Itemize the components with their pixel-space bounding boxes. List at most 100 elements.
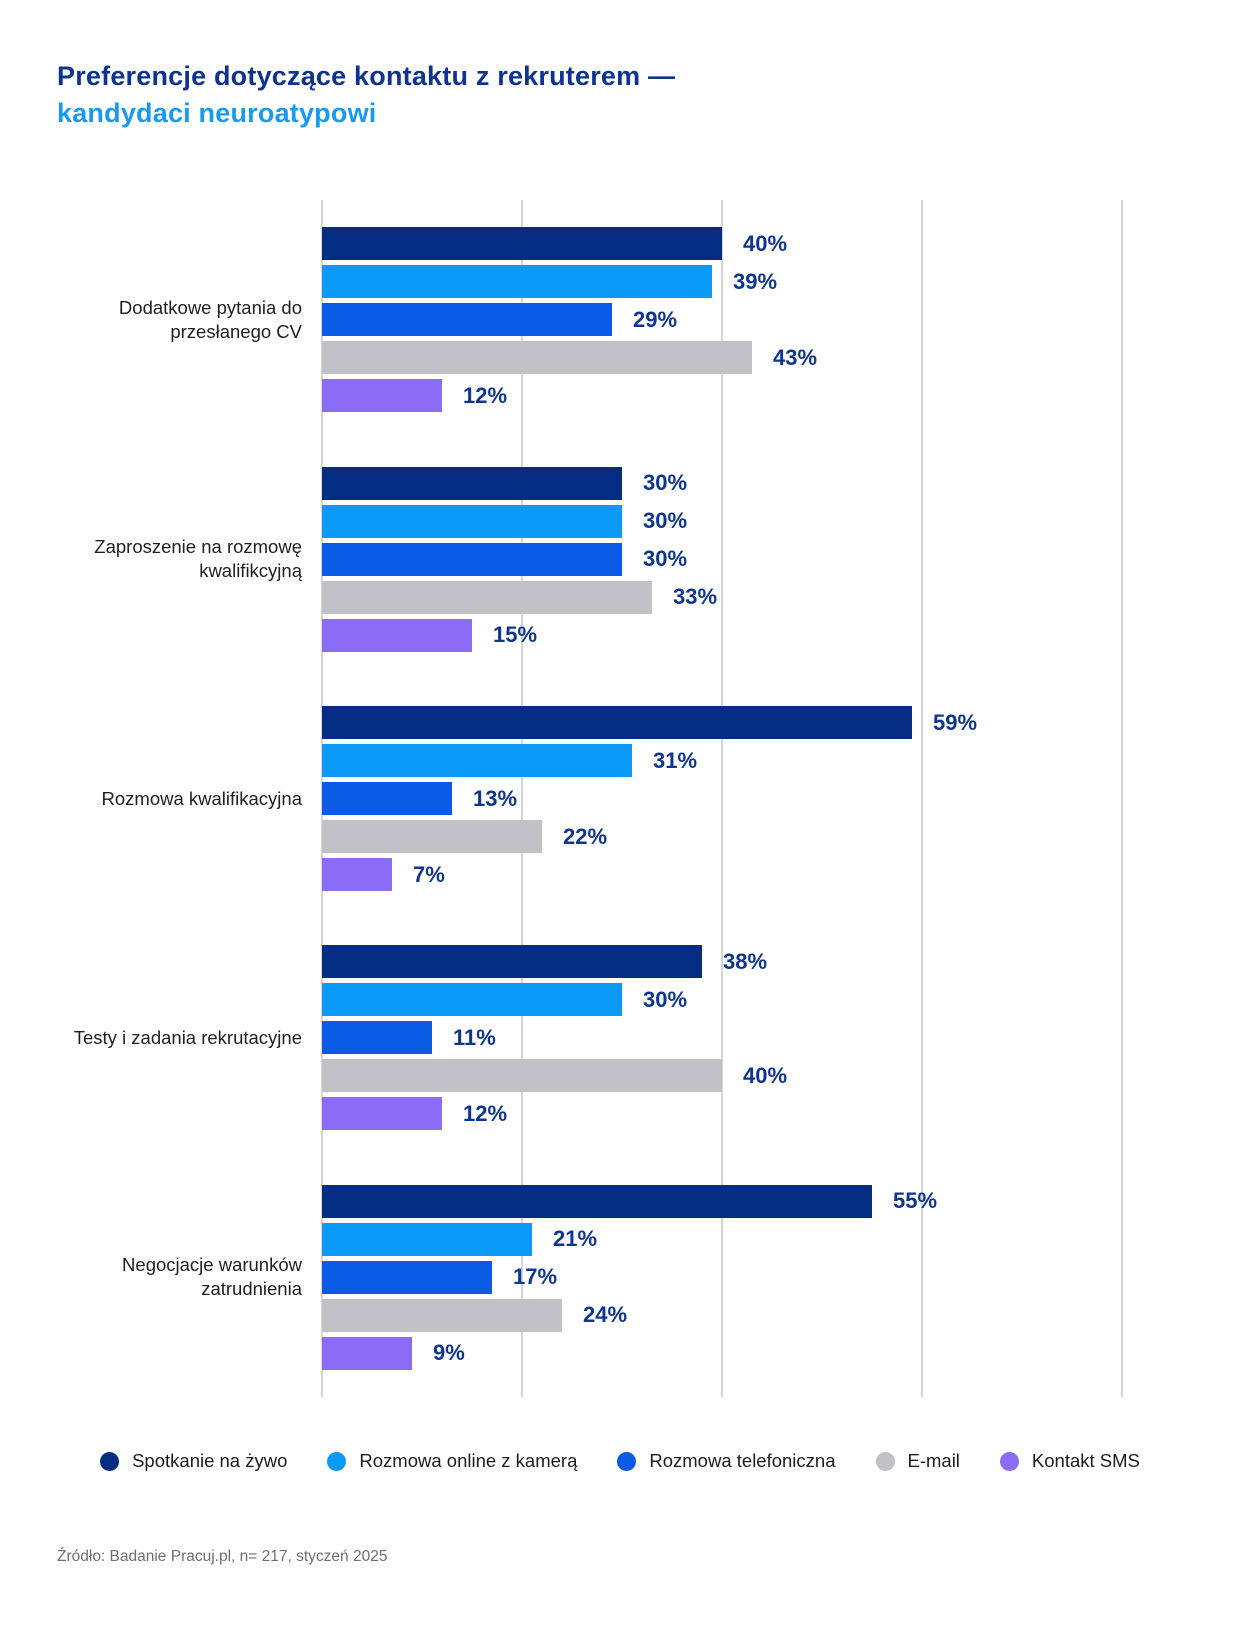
chart-legend: Spotkanie na żywo Rozmowa online z kamerą… — [0, 1450, 1240, 1472]
category-bars: 40% 39% 29% 43% 12% — [322, 227, 1122, 413]
bar-row: 30% — [322, 466, 1122, 500]
chart-group: Testy i zadania rekrutacyjne 38% 30% 11% 40%… — [57, 918, 1122, 1157]
bar-row: 31% — [322, 744, 1122, 778]
page-title: Preferencje dotyczące kontaktu z rekrute… — [57, 58, 957, 132]
value-label: 12% — [463, 1100, 508, 1126]
legend-label: E-mail — [907, 1450, 960, 1471]
value-label: 7% — [413, 861, 445, 887]
chart-groups: Dodatkowe pytania do przesłanego CV 40% 39… — [57, 200, 1122, 1397]
bar-row: 13% — [322, 782, 1122, 816]
value-label: 40% — [743, 230, 788, 256]
bar-row: 33% — [322, 580, 1122, 614]
bar-e-mail — [322, 341, 752, 375]
value-label: 43% — [773, 344, 818, 370]
value-label: 59% — [933, 709, 978, 735]
bar-row: 30% — [322, 542, 1122, 576]
bar-rozmowa-telefoniczna — [322, 1260, 492, 1294]
value-label: 30% — [643, 508, 688, 534]
bar-row: 21% — [322, 1222, 1122, 1256]
value-label: 12% — [463, 382, 508, 408]
value-label: 11% — [453, 1024, 496, 1050]
value-label: 9% — [433, 1340, 465, 1366]
legend-item: Kontakt SMS — [999, 1450, 1140, 1472]
bar-rozmowa-telefoniczna — [322, 542, 622, 576]
bar-row: 11% — [322, 1021, 1122, 1055]
source-note: Źródło: Badanie Pracuj.pl, n= 217, stycz… — [57, 1548, 388, 1565]
value-label: 40% — [743, 1062, 788, 1088]
legend-label: Rozmowa telefoniczna — [649, 1450, 836, 1471]
bar-row: 15% — [322, 618, 1122, 652]
gridline-40-percent — [721, 200, 723, 1397]
legend-label: Spotkanie na żywo — [132, 1450, 288, 1471]
bar-rozmowa-telefoniczna — [322, 1021, 432, 1055]
category-label: Negocjacje warunków zatrudnienia — [122, 1254, 302, 1300]
category-label: Zaproszenie na rozmowę kwalifikcyjną — [94, 536, 302, 582]
bar-kontakt-sms — [322, 858, 392, 892]
bar-kontakt-sms — [322, 379, 442, 413]
bar-e-mail — [322, 1298, 562, 1332]
legend-label: Kontakt SMS — [1031, 1450, 1140, 1471]
value-label: 38% — [723, 948, 768, 974]
bar-spotkanie-na-ywo — [322, 466, 622, 500]
legend-dot-icon — [875, 1451, 895, 1471]
legend-item: E-mail — [875, 1450, 960, 1472]
bar-row: 29% — [322, 303, 1122, 337]
value-label: 29% — [633, 306, 678, 332]
bar-kontakt-sms — [322, 1336, 412, 1370]
bar-row: 12% — [322, 1097, 1122, 1131]
page-title-line2: kandydaci neuroatypowi — [57, 98, 377, 128]
legend-item: Rozmowa telefoniczna — [617, 1450, 836, 1472]
bar-row: 24% — [322, 1298, 1122, 1332]
value-label: 21% — [553, 1226, 598, 1252]
bar-row: 43% — [322, 341, 1122, 375]
value-label: 30% — [643, 546, 688, 572]
category-bars: 55% 21% 17% 24% 9% — [322, 1184, 1122, 1370]
value-label: 39% — [733, 268, 778, 294]
bar-row: 55% — [322, 1184, 1122, 1218]
bar-row: 40% — [322, 1059, 1122, 1093]
bar-row: 30% — [322, 983, 1122, 1017]
value-label: 30% — [643, 470, 688, 496]
bar-row: 59% — [322, 706, 1122, 740]
category-label: Rozmowa kwalifikacyjna — [101, 787, 302, 809]
page-title-line1: Preferencje dotyczące kontaktu z rekrute… — [57, 61, 676, 91]
category-label: Dodatkowe pytania do przesłanego CV — [118, 296, 302, 342]
value-label: 17% — [513, 1264, 558, 1290]
gridline-20-percent — [521, 200, 523, 1397]
bar-e-mail — [322, 1059, 722, 1093]
bar-row: 12% — [322, 379, 1122, 413]
value-label: 24% — [583, 1302, 628, 1328]
bar-row: 9% — [322, 1336, 1122, 1370]
value-label: 55% — [893, 1188, 938, 1214]
bar-spotkanie-na-ywo — [322, 706, 912, 740]
value-label: 13% — [473, 785, 518, 811]
value-label: 33% — [673, 584, 718, 610]
category-bars: 38% 30% 11% 40% 12% — [322, 945, 1122, 1131]
bar-rozmowa-online-z-kamer- — [322, 504, 622, 538]
legend-dot-icon — [617, 1451, 637, 1471]
chart-group: Zaproszenie na rozmowę kwalifikcyjną 30% 3… — [57, 439, 1122, 678]
chart-group: Rozmowa kwalifikacyjna 59% 31% 13% 22% 7% — [57, 679, 1122, 918]
bar-rozmowa-online-z-kamer- — [322, 1222, 532, 1256]
value-label: 31% — [653, 747, 698, 773]
bar-rozmowa-online-z-kamer- — [322, 265, 712, 299]
bar-row: 7% — [322, 858, 1122, 892]
bar-chart: Dodatkowe pytania do przesłanego CV 40% 39… — [57, 200, 1123, 1397]
legend-label: Rozmowa online z kamerą — [359, 1450, 578, 1471]
value-label: 15% — [493, 622, 538, 648]
bar-row: 39% — [322, 265, 1122, 299]
category-bars: 59% 31% 13% 22% 7% — [322, 706, 1122, 892]
bar-row: 22% — [322, 820, 1122, 854]
chart-group: Dodatkowe pytania do przesłanego CV 40% 39… — [57, 200, 1122, 439]
bar-row: 40% — [322, 227, 1122, 261]
bar-row: 38% — [322, 945, 1122, 979]
bar-rozmowa-online-z-kamer- — [322, 744, 632, 778]
bar-spotkanie-na-ywo — [322, 227, 722, 261]
legend-dot-icon — [327, 1451, 347, 1471]
legend-item: Rozmowa online z kamerą — [327, 1450, 577, 1472]
bar-e-mail — [322, 820, 542, 854]
legend-item: Spotkanie na żywo — [100, 1450, 287, 1472]
bar-kontakt-sms — [322, 618, 472, 652]
legend-dot-icon — [999, 1451, 1019, 1471]
